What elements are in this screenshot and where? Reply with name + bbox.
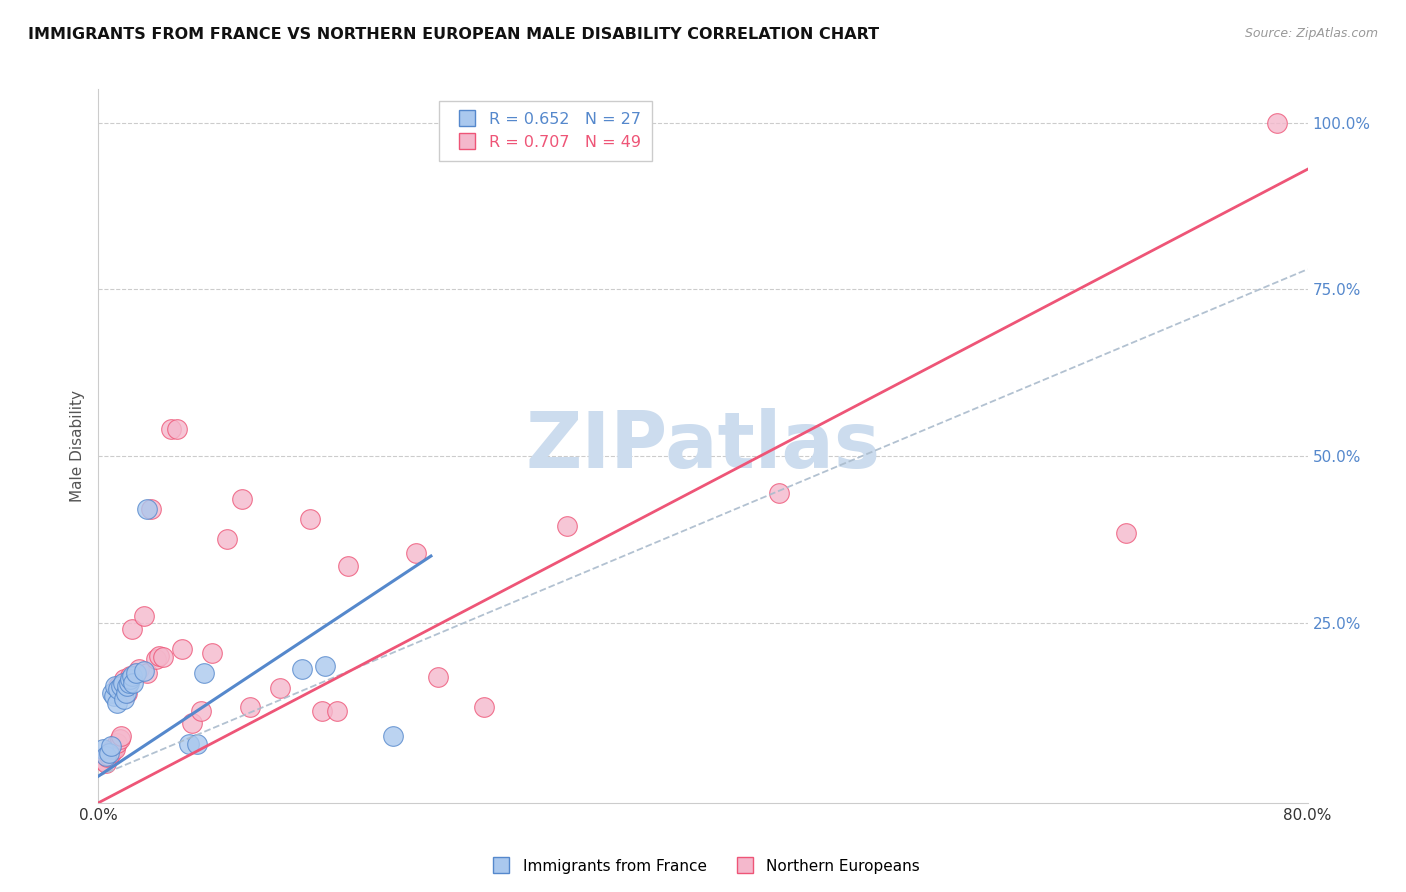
Point [186, 737, 208, 751]
Point [105, 736, 128, 750]
Point [135, 502, 157, 516]
Point [125, 665, 148, 680]
Point [107, 679, 129, 693]
Point [101, 686, 124, 700]
Point [103, 689, 125, 703]
Point [118, 675, 141, 690]
Point [114, 679, 136, 693]
Point [125, 665, 148, 680]
Point [120, 669, 142, 683]
Point [190, 704, 212, 718]
Point [93, 755, 115, 769]
Point [100, 739, 122, 753]
Point [111, 675, 134, 690]
Point [121, 623, 143, 637]
Point [91, 742, 114, 756]
Point [118, 673, 141, 687]
Point [135, 665, 157, 680]
Point [152, 650, 174, 665]
Point [132, 609, 155, 624]
Point [299, 512, 322, 526]
Point [94, 749, 117, 764]
Legend: R = 0.652   N = 27, R = 0.707   N = 49: R = 0.652 N = 27, R = 0.707 N = 49 [440, 101, 652, 161]
Point [114, 686, 136, 700]
Point [231, 492, 253, 507]
Point [110, 679, 132, 693]
Point [166, 422, 188, 436]
Point [108, 732, 131, 747]
Point [100, 746, 122, 760]
Point [94, 756, 117, 770]
Point [170, 642, 193, 657]
Point [311, 704, 333, 718]
Point [91, 752, 114, 766]
Point [160, 422, 183, 436]
Point [120, 673, 142, 687]
Point [181, 715, 204, 730]
Point [128, 662, 150, 676]
Point [107, 682, 129, 697]
Point [96, 750, 118, 764]
Point [145, 652, 167, 666]
Point [115, 686, 138, 700]
Point [112, 673, 135, 687]
Point [111, 675, 134, 690]
Point [132, 664, 155, 678]
Y-axis label: Male Disability: Male Disability [70, 390, 86, 502]
Point [336, 559, 359, 574]
Point [215, 533, 238, 547]
Legend: Immigrants from France, Northern Europeans: Immigrants from France, Northern Europea… [479, 853, 927, 880]
Point [103, 741, 125, 756]
Point [104, 679, 127, 693]
Point [193, 665, 215, 680]
Text: IMMIGRANTS FROM FRANCE VS NORTHERN EUROPEAN MALE DISABILITY CORRELATION CHART: IMMIGRANTS FROM FRANCE VS NORTHERN EUROP… [28, 27, 879, 42]
Point [768, 485, 790, 500]
Point [141, 502, 163, 516]
Point [1267, 115, 1289, 129]
Point [105, 696, 128, 710]
Point [472, 700, 495, 714]
Point [104, 742, 127, 756]
Point [98, 749, 121, 764]
Point [115, 679, 138, 693]
Point [179, 737, 201, 751]
Point [1115, 525, 1137, 540]
Text: ZIPatlas: ZIPatlas [526, 408, 880, 484]
Point [239, 700, 262, 714]
Point [101, 742, 124, 756]
Point [98, 746, 121, 760]
Point [269, 681, 291, 695]
Point [382, 729, 405, 743]
Point [110, 729, 132, 743]
Point [326, 704, 349, 718]
Text: Source: ZipAtlas.com: Source: ZipAtlas.com [1244, 27, 1378, 40]
Point [121, 669, 143, 683]
Point [112, 692, 135, 706]
Point [201, 646, 224, 660]
Point [405, 546, 427, 560]
Point [427, 670, 450, 684]
Point [314, 659, 336, 673]
Point [148, 649, 170, 664]
Point [555, 519, 578, 533]
Point [122, 675, 145, 690]
Point [291, 662, 314, 676]
